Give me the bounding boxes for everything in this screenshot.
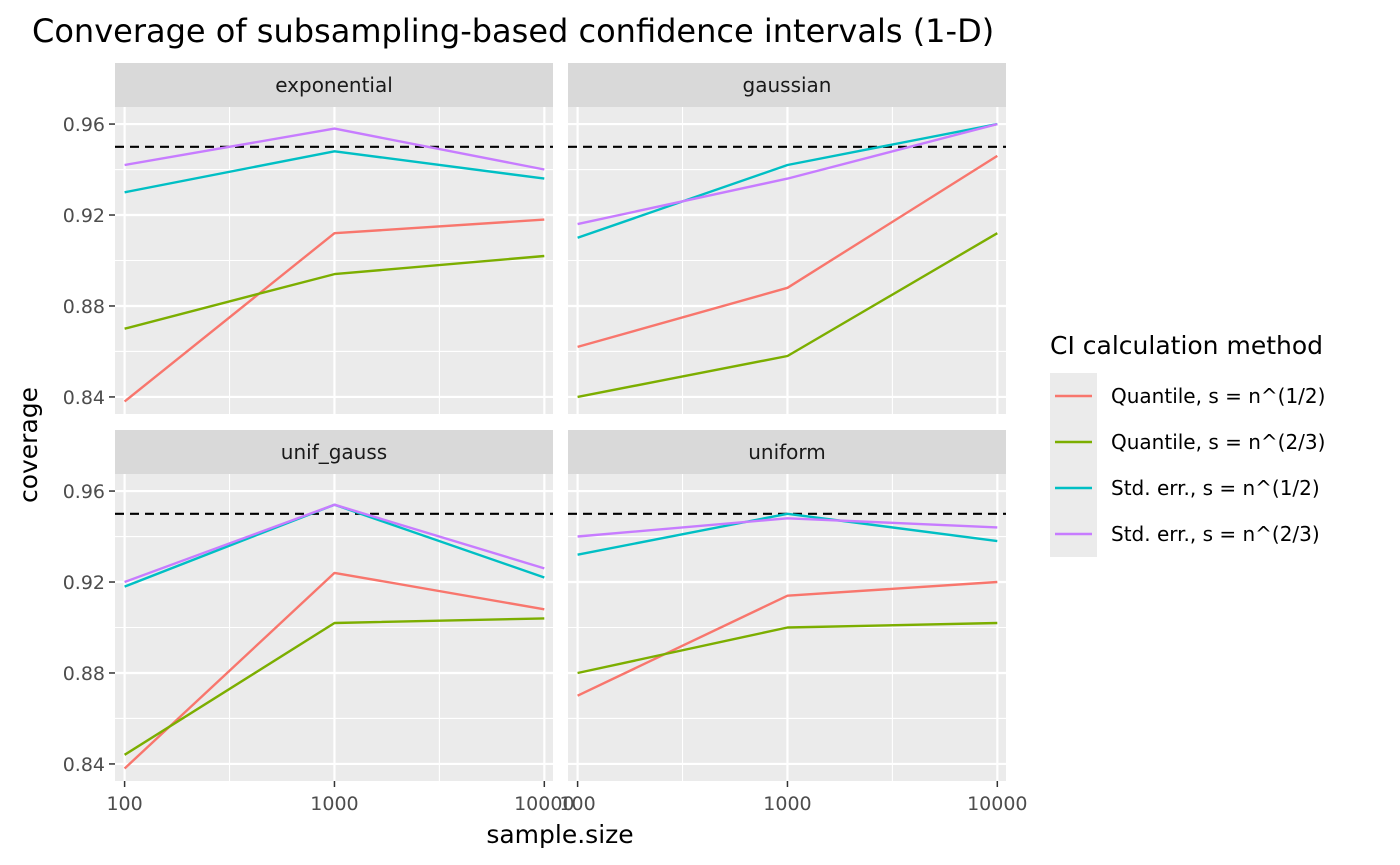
chart-title: Converage of subsampling-based confidenc… — [32, 12, 994, 50]
legend-items: Quantile, s = n^(1/2) Quantile, s = n^(2/… — [1050, 373, 1325, 557]
series-line — [577, 621, 998, 675]
y-tick-label: 0.92 — [63, 572, 105, 594]
x-tick-label: 1000 — [763, 793, 811, 815]
y-axis-title: coverage — [14, 387, 43, 503]
legend-item: Quantile, s = n^(2/3) — [1050, 419, 1325, 465]
legend-item: Std. err., s = n^(2/3) — [1050, 511, 1320, 557]
y-tick-label: 0.88 — [63, 663, 105, 685]
facet-panels: exponential 0.84 0.88 0.92 0.96 gaussian unif_… — [63, 63, 1006, 787]
legend: CI calculation method Quantile, s = n^(1… — [1050, 331, 1325, 557]
series-line — [577, 580, 998, 697]
x-tick-label: 100 — [559, 793, 595, 815]
facet-strip — [115, 63, 553, 107]
facet-strip-label: uniform — [748, 440, 826, 464]
series-line — [124, 254, 545, 330]
series-line — [123, 571, 545, 770]
facet-panel-gaussian: gaussian — [568, 63, 1006, 414]
facet-strip — [115, 430, 553, 474]
series-line — [124, 127, 545, 171]
facet-strip-label: exponential — [275, 73, 393, 97]
series-line — [577, 154, 998, 349]
legend-item: Quantile, s = n^(1/2) — [1050, 373, 1325, 419]
series-line — [577, 232, 998, 399]
series-line — [124, 503, 545, 584]
legend-label: Quantile, s = n^(2/3) — [1111, 430, 1325, 454]
series-line — [123, 617, 545, 756]
y-tick-label: 0.92 — [63, 205, 105, 227]
facet-panel-exponential: exponential 0.84 0.88 0.92 0.96 — [63, 63, 553, 414]
series-line — [123, 218, 545, 403]
facet-panel-unif_gauss: unif_gauss 0.84 0.88 0.92 0.96 — [63, 430, 553, 787]
x-tick-label: 100 — [106, 793, 142, 815]
legend-label: Std. err., s = n^(1/2) — [1111, 476, 1320, 500]
facet-strip-label: unif_gauss — [281, 440, 387, 464]
facet-strip-label: gaussian — [743, 73, 832, 97]
series-line — [577, 122, 998, 239]
legend-title: CI calculation method — [1050, 331, 1323, 360]
y-tick-label: 0.84 — [63, 754, 105, 776]
y-tick-label: 0.88 — [63, 296, 105, 318]
y-tick-label: 0.96 — [63, 114, 105, 136]
legend-label: Quantile, s = n^(1/2) — [1111, 384, 1325, 408]
series-line — [577, 517, 998, 538]
x-tick-label: 10000 — [967, 793, 1027, 815]
y-tick-label: 0.96 — [63, 481, 105, 503]
facet-panel-uniform: uniform — [568, 430, 1006, 787]
legend-label: Std. err., s = n^(2/3) — [1111, 522, 1320, 546]
legend-item: Std. err., s = n^(1/2) — [1050, 465, 1320, 511]
series-line — [124, 150, 545, 194]
x-axis-title: sample.size — [486, 820, 633, 849]
facet-strip — [568, 430, 1006, 474]
x-tick-label: 1000 — [310, 793, 358, 815]
facet-strip — [568, 63, 1006, 107]
series-line — [577, 122, 998, 226]
y-tick-label: 0.84 — [63, 387, 105, 409]
x-tick-label: 10000 — [514, 793, 574, 815]
series-line — [577, 512, 998, 556]
